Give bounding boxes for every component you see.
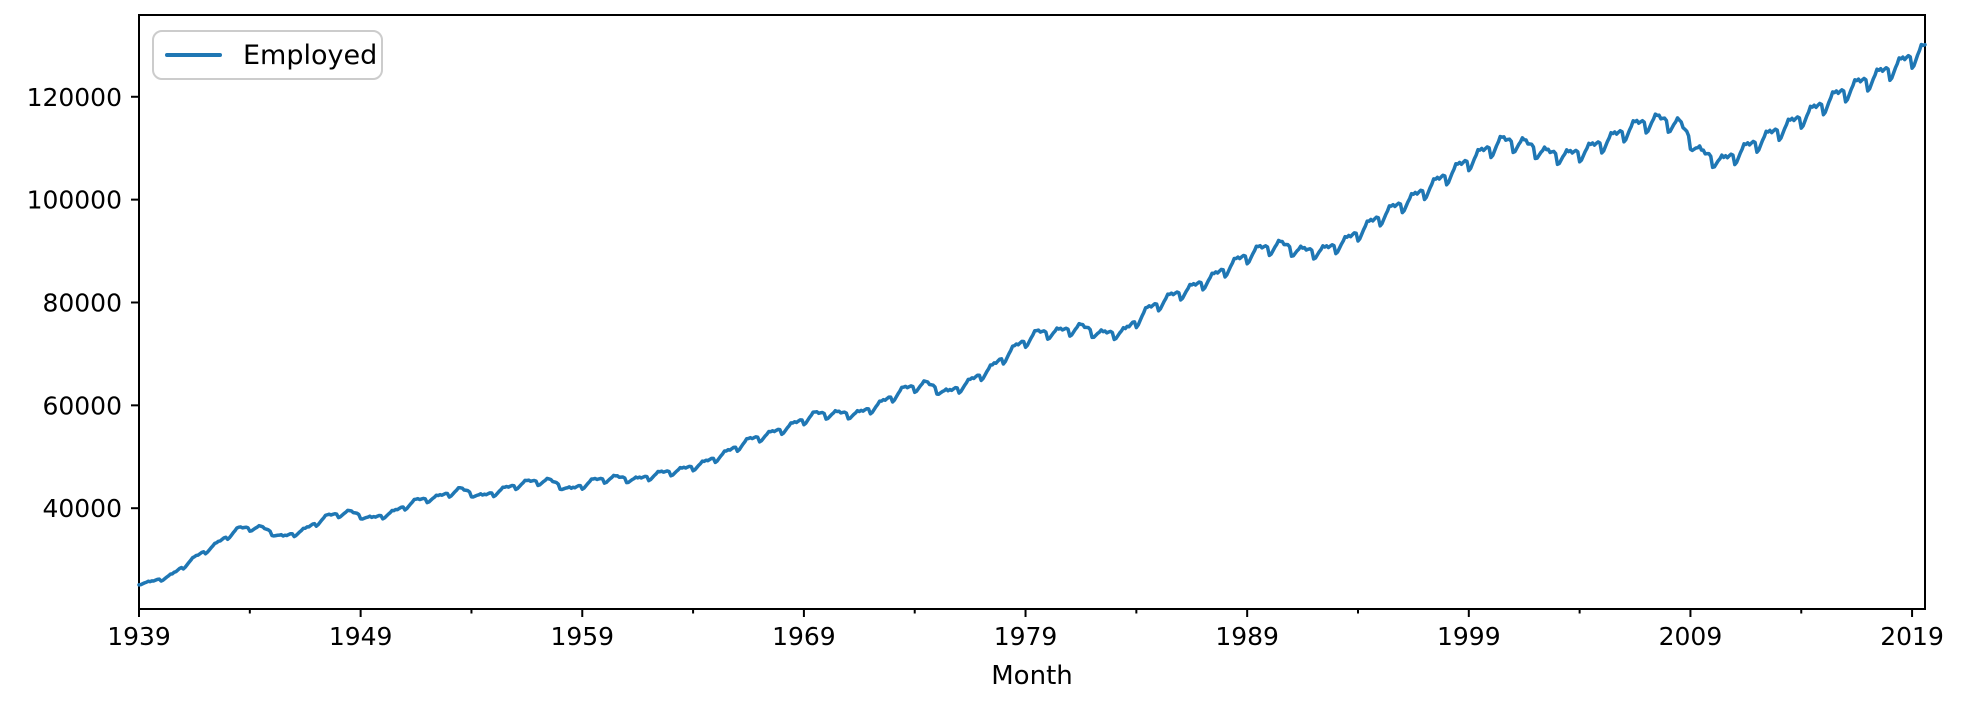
x-tick-label: 2009 (1659, 622, 1723, 651)
x-tick-label: 2019 (1880, 622, 1944, 651)
y-tick-label: 80000 (42, 288, 122, 317)
legend-line-swatch (165, 53, 222, 57)
x-tick-label: 1949 (329, 622, 393, 651)
x-tick-label: 1999 (1437, 622, 1501, 651)
legend: Employed (152, 30, 383, 80)
x-tick-label: 1939 (107, 622, 171, 651)
y-tick-label: 40000 (42, 494, 122, 523)
legend-label: Employed (243, 39, 378, 71)
x-axis-title: Month (991, 661, 1073, 691)
x-tick-label: 1979 (994, 622, 1058, 651)
plot-border (138, 14, 1926, 610)
y-tick-label: 100000 (27, 186, 122, 215)
x-tick-label: 1969 (772, 622, 836, 651)
x-tick-label: 1989 (1215, 622, 1279, 651)
y-tick-label: 120000 (27, 83, 122, 112)
x-tick-label: 1959 (550, 622, 614, 651)
employed-series-line (137, 42, 1927, 587)
y-tick-label: 60000 (42, 391, 122, 420)
